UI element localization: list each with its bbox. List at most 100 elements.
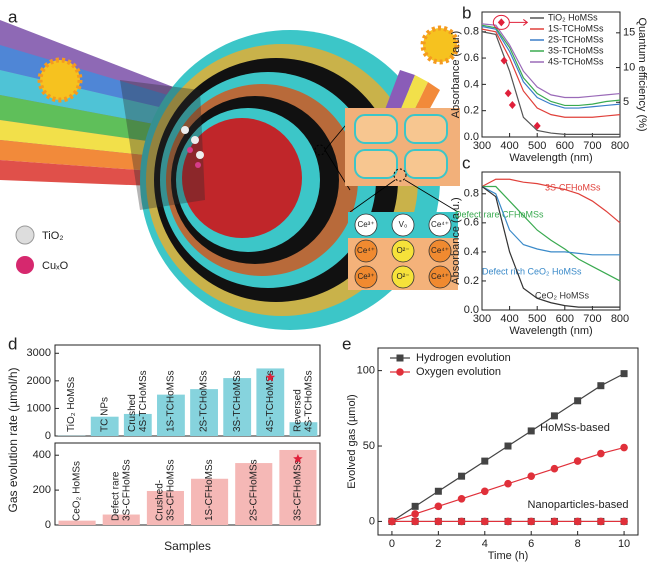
panel-label: a: [8, 7, 18, 26]
category-label: 3S-CFHoMSs: [293, 459, 304, 521]
x-tick-label: 600: [556, 140, 574, 152]
star: [265, 372, 276, 382]
series-label: Defect rare CFHoMSs: [455, 209, 544, 219]
lattice: Ce³⁺ V₀ Ce⁴⁺ Ce⁴⁺ O²⁻ Ce⁴⁺ Ce³⁺ O²⁻ Ce⁴⁺: [354, 213, 452, 289]
series-line: [481, 186, 620, 308]
legend-marker: [396, 354, 404, 362]
series-line: [481, 185, 620, 256]
legend-label: 4S-TCHoMSs: [548, 56, 604, 66]
marker: [457, 495, 466, 503]
y-tick-label: 0: [369, 515, 375, 527]
star: [293, 453, 303, 464]
marker: [527, 517, 536, 526]
marker: [411, 510, 419, 518]
y-tick-label: 0.8: [464, 188, 479, 200]
series-line: [481, 23, 621, 99]
marker: [550, 464, 559, 473]
legend-label: Hydrogen evolution: [416, 352, 511, 364]
bar: [279, 449, 317, 525]
y-tick-label: 400: [33, 449, 51, 461]
y-tick-label: 100: [357, 365, 375, 377]
y-tick-label: 0: [45, 430, 51, 442]
category-label: Crushed-: [155, 480, 166, 521]
bar: [146, 490, 184, 525]
category-label: 4S-TCHoMSs: [265, 370, 276, 432]
marker: [434, 487, 442, 495]
marker: [411, 502, 419, 510]
y-axis-label: Gas evolution rate (µmol/h): [6, 368, 20, 513]
marker: [504, 442, 512, 450]
y2-tick-label: 15: [623, 27, 635, 39]
category-label: TiO₂ HoMSs: [66, 377, 77, 432]
panel-label: c: [462, 153, 471, 172]
category-label: 3S-TCHoMSs: [232, 370, 243, 432]
marker: [620, 443, 628, 452]
legend-label: TiO₂ HoMSs: [548, 12, 598, 22]
panel-label: d: [8, 334, 17, 353]
bar: [157, 394, 185, 436]
marker: [481, 457, 489, 465]
marker: [574, 397, 582, 405]
legend-label: TiO₂: [42, 230, 64, 242]
marker: [504, 517, 512, 526]
lattice-atom: [354, 265, 378, 289]
legend-label: CuₓO: [42, 260, 69, 272]
category-label: 4S-TCHoMSs: [304, 370, 315, 432]
y-tick-label: 0.2: [464, 275, 479, 287]
category-label: TC NPs: [99, 397, 110, 432]
plot-frame: [54, 442, 321, 526]
x-tick-label: 300: [473, 313, 491, 325]
series-label: 3S-CFHoMSs: [545, 182, 601, 192]
marker: [550, 517, 559, 526]
x-tick-label: 6: [528, 538, 534, 550]
lattice-label: O²⁻: [396, 272, 409, 281]
series-line: [481, 25, 621, 109]
marker: [620, 517, 628, 526]
y-tick-label: 0.2: [464, 105, 479, 117]
x-tick-label: 500: [528, 140, 546, 152]
x-tick-label: 700: [583, 140, 601, 152]
plot-frame: [377, 347, 639, 536]
lattice-atom: [428, 239, 452, 263]
legend-label: 3S-TCHoMSs: [548, 45, 604, 55]
bar: [58, 520, 96, 525]
category-label: 2S-CFHoMSs: [248, 459, 259, 521]
lattice-label: V₀: [399, 220, 408, 229]
y-tick-label: 0.0: [464, 131, 479, 143]
x-tick-label: 400: [500, 140, 518, 152]
category-label: 4S-TCHoMSs: [138, 370, 149, 432]
series-line: [481, 28, 621, 118]
x-axis-label: Time (h): [488, 550, 529, 562]
category-label: 2S-TCHoMSs: [199, 370, 210, 432]
cuxo-sphere: [16, 256, 34, 274]
lattice-atom: [354, 213, 378, 237]
category-label: Reversed: [293, 389, 304, 432]
marker: [388, 517, 396, 526]
bar: [90, 416, 119, 436]
bar: [123, 413, 152, 436]
y-tick-label: 3000: [27, 347, 51, 359]
bar: [223, 378, 252, 436]
x-tick-label: 800: [611, 313, 629, 325]
y2-axis-label: Quantum efficiency (%): [636, 17, 648, 131]
series-line: [481, 24, 621, 107]
legend-marker: [396, 368, 404, 376]
plot-frame: [481, 171, 621, 311]
bar: [190, 389, 218, 436]
legend-label: Oxygen evolution: [416, 366, 501, 378]
y-tick-label: 200: [33, 484, 51, 496]
y-axis-label: Absorbance (a.u.): [450, 197, 462, 284]
panel-label: b: [462, 3, 471, 22]
marker: [573, 457, 582, 465]
y-tick-label: 0.8: [464, 26, 479, 38]
x-tick-label: 4: [482, 538, 488, 550]
x-tick-label: 400: [500, 313, 518, 325]
lattice-label: Ce³⁺: [357, 220, 374, 229]
marker: [497, 18, 505, 27]
lattice-atom: [391, 213, 415, 237]
y-axis-label: Evolved gas (µmol): [346, 394, 358, 488]
lattice-atom: [354, 239, 378, 263]
category-label: 1S-CFHoMSs: [204, 459, 215, 521]
panel-label: e: [342, 334, 351, 353]
lattice-label: Ce⁴⁺: [357, 246, 375, 255]
